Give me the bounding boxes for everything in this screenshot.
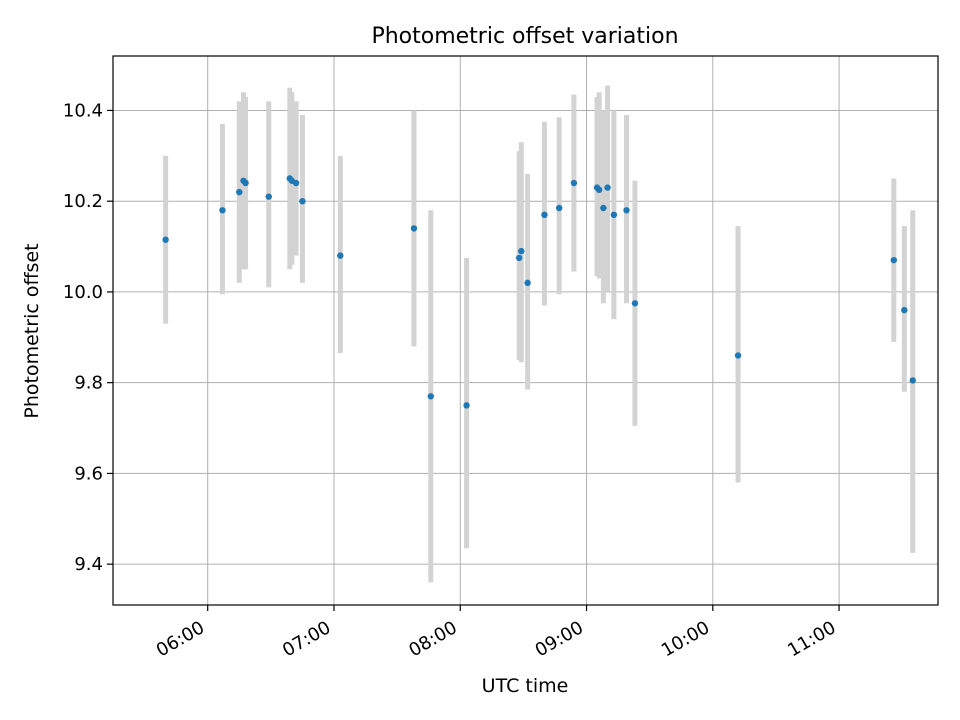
data-point [734,352,742,359]
data-point [337,252,344,259]
data-point [162,236,169,243]
x-axis-label: UTC time [482,675,569,697]
data-point [524,279,531,287]
data-point [631,300,639,307]
y-tick-label: 9.6 [74,463,103,484]
data-point [604,184,611,191]
chart-title: Photometric offset variation [371,24,678,49]
data-point [427,393,434,400]
data-point [518,247,525,255]
data-point [555,204,563,212]
data-point [541,211,548,219]
y-tick-label: 10.0 [63,282,103,303]
data-point [610,211,618,219]
data-point [299,197,306,205]
data-point [890,256,898,264]
data-point [600,204,607,212]
data-point [292,179,300,187]
data-point [595,186,603,194]
data-point [570,179,578,187]
data-point [909,377,916,384]
y-tick-label: 10.2 [63,191,103,212]
axes-frame [112,55,939,606]
data-point [623,207,630,214]
data-point [463,402,470,409]
y-tick-label: 10.4 [63,100,103,121]
data-point [242,179,249,187]
data-point [236,188,243,196]
data-point [219,207,226,214]
y-tick-label: 9.8 [74,373,103,394]
data-point [901,306,908,314]
y-axis-label: Photometric offset [21,243,43,418]
data-point [265,193,272,200]
data-points [162,175,916,409]
data-point [410,225,418,232]
y-tick-label: 9.4 [74,554,103,575]
data-point [515,254,523,262]
